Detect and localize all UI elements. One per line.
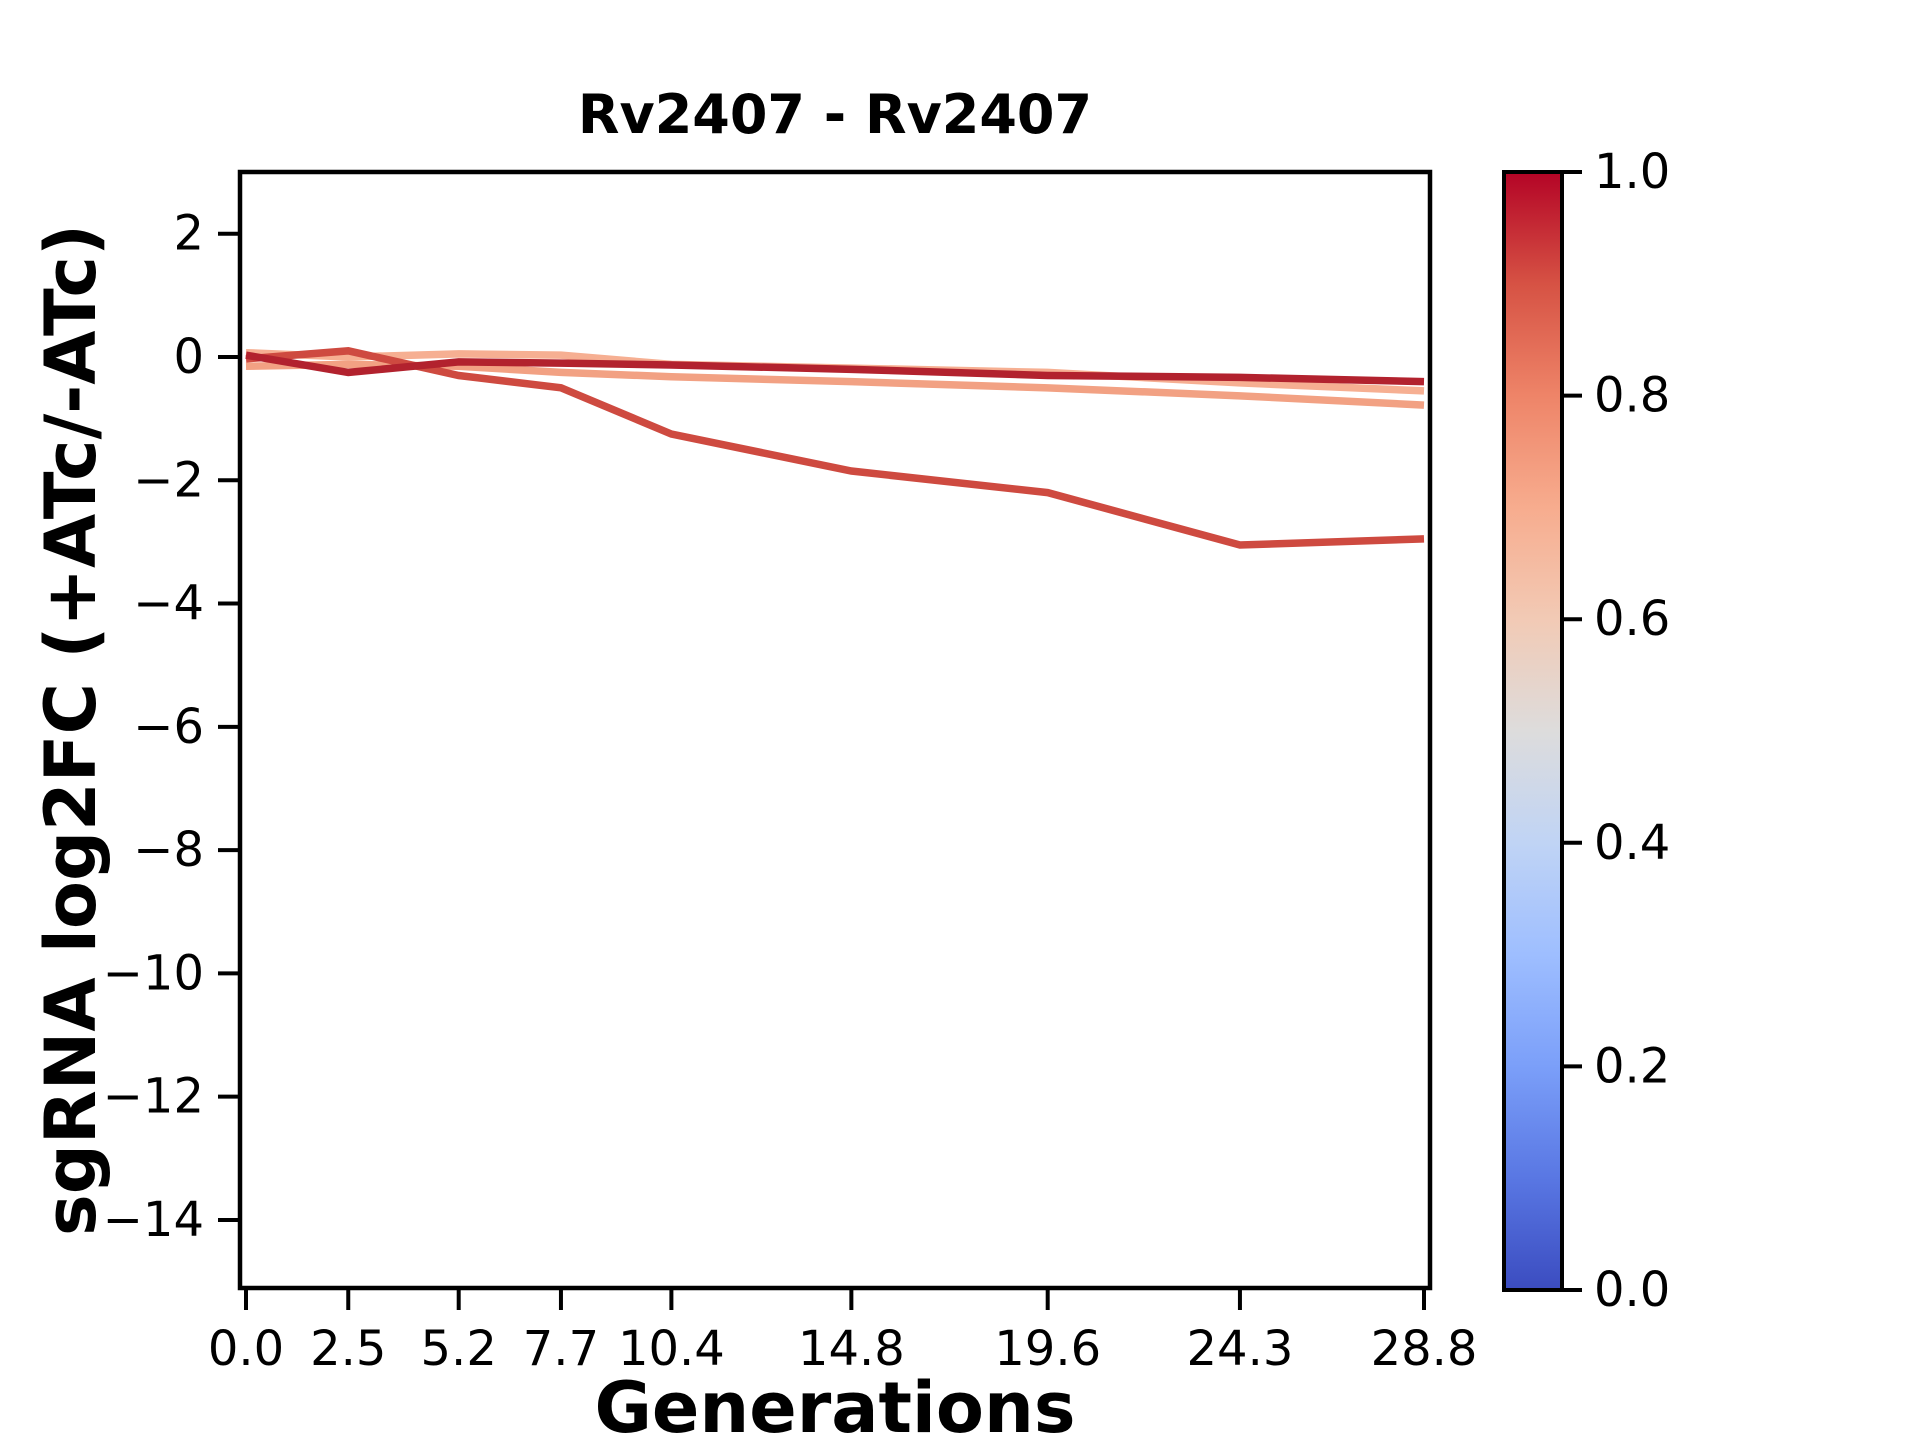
y-tick-label: −10 (103, 945, 204, 1001)
colorbar-ticks: 1.0 0.8 0.6 0.4 0.2 0.0 (1562, 144, 1670, 1318)
x-tick-label: 14.8 (798, 1321, 905, 1377)
colorbar-tick-label: 0.0 (1594, 1262, 1670, 1318)
plot-area (240, 172, 1430, 1288)
x-axis-label: Generations (594, 1367, 1075, 1440)
series-lines (245, 347, 1425, 549)
y-tick-label: −2 (133, 452, 204, 508)
y-tick-label: 0 (173, 329, 204, 385)
colorbar-gradient (1502, 170, 1564, 1292)
y-axis-ticks: 2 0 −2 −4 −6 −8 −10 −12 −14 (103, 206, 240, 1248)
colorbar-tick-label: 0.4 (1594, 815, 1670, 871)
x-tick-label: 0.0 (208, 1321, 284, 1377)
y-tick-label: −12 (103, 1069, 204, 1125)
y-tick-label: −8 (133, 822, 204, 878)
colorbar-tick-label: 0.2 (1594, 1038, 1670, 1094)
x-tick-label: 7.7 (523, 1321, 599, 1377)
colorbar-tick-label: 0.6 (1594, 591, 1670, 647)
y-tick-label: 2 (173, 206, 204, 262)
plot-border (237, 169, 1433, 1291)
chart-title: Rv2407 - Rv2407 (578, 83, 1092, 146)
colorbar-tick-label: 0.8 (1594, 368, 1670, 424)
x-tick-label: 28.8 (1371, 1321, 1478, 1377)
colorbar-tick-label: 1.0 (1594, 144, 1670, 200)
x-tick-label: 5.2 (421, 1321, 497, 1377)
x-tick-label: 10.4 (618, 1321, 725, 1377)
series-line-2 (245, 360, 1425, 409)
x-tick-label: 24.3 (1187, 1321, 1294, 1377)
y-tick-label: −14 (103, 1192, 204, 1248)
x-tick-label: 2.5 (310, 1321, 386, 1377)
y-tick-label: −6 (133, 699, 204, 755)
colorbar: 1.0 0.8 0.6 0.4 0.2 0.0 (1502, 144, 1670, 1318)
x-axis-ticks: 0.0 2.5 5.2 7.7 10.4 14.8 19.6 24.3 28.8 (208, 1288, 1478, 1377)
y-tick-label: −4 (133, 576, 204, 632)
x-tick-label: 19.6 (994, 1321, 1101, 1377)
y-axis-label: sgRNA log2FC (+ATc/-ATc) (30, 224, 112, 1236)
series-line-3 (245, 347, 1425, 549)
series-line-4 (245, 351, 1425, 386)
